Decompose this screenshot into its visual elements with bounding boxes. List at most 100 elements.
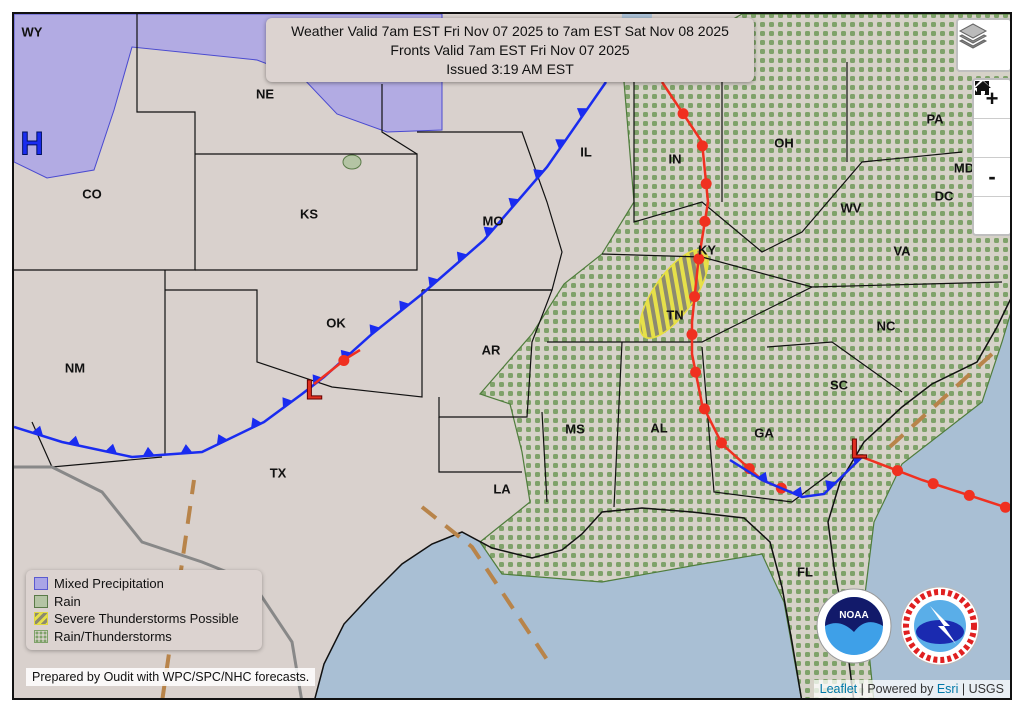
- cold-front-triangle: [428, 276, 439, 288]
- fullscreen-icon: [975, 81, 989, 95]
- warm-front-semicircle: [715, 437, 727, 449]
- state-label-al: AL: [650, 420, 668, 436]
- cold-front-triangle: [68, 435, 80, 446]
- legend-label: Rain: [54, 593, 81, 609]
- legend-swatch: [34, 594, 48, 608]
- state-label-sc: SC: [829, 377, 849, 393]
- cold-front-triangle: [142, 446, 155, 457]
- cold-front-triangle: [180, 444, 193, 454]
- state-label-ar: AR: [481, 342, 501, 358]
- warm-front-semicircle: [927, 478, 939, 490]
- forecast-title-box: Weather Valid 7am EST Fri Nov 07 2025 to…: [266, 18, 754, 82]
- attribution-text: | Powered by: [857, 682, 937, 696]
- state-label-wv: WV: [840, 200, 862, 216]
- state-label-ky: KY: [697, 242, 717, 258]
- state-label-la: LA: [493, 481, 511, 497]
- warm-front-semicircle: [700, 178, 712, 190]
- warm-front-semicircle: [693, 253, 705, 265]
- state-label-in: IN: [668, 151, 682, 167]
- state-label-mo: MO: [482, 213, 504, 229]
- cold-front-triangle: [31, 425, 44, 437]
- state-label-md: MD: [953, 160, 975, 176]
- warm-front-semicircle: [690, 366, 702, 378]
- leaflet-link[interactable]: Leaflet: [819, 682, 858, 696]
- state-label-oh: OH: [774, 135, 794, 151]
- layers-button[interactable]: [956, 18, 1010, 72]
- cold-front-triangle: [533, 169, 545, 180]
- state-label-nc: NC: [876, 318, 896, 334]
- warm-front-semicircle: [677, 108, 689, 120]
- state-label-va: VA: [893, 243, 911, 259]
- state-label-ok: OK: [326, 315, 346, 331]
- state-label-pa: PA: [926, 111, 944, 127]
- weather-map[interactable]: WY NE CO KS MO IL IN OH PA MD DC WV VA K…: [12, 12, 1012, 700]
- warm-front-semicircle: [891, 465, 903, 477]
- cold-front-triangle: [825, 480, 836, 491]
- legend-item: Rain/Thunderstorms: [34, 628, 254, 646]
- state-label-co: CO: [82, 186, 102, 202]
- warm-front-semicircle: [999, 501, 1010, 513]
- state-label-tn: TN: [666, 307, 684, 323]
- warm-front-semicircle: [699, 215, 711, 227]
- legend-swatch: [34, 629, 48, 643]
- legend-label: Rain/Thunderstorms: [54, 628, 172, 644]
- prepared-by-note: Prepared by Oudit with WPC/SPC/NHC forec…: [26, 668, 316, 686]
- map-attribution: Leaflet | Powered by Esri | USGS: [813, 680, 1010, 698]
- weather-valid-text: Weather Valid 7am EST Fri Nov 07 2025 to…: [291, 23, 729, 39]
- legend-item: Mixed Precipitation: [34, 575, 254, 593]
- home-button[interactable]: [974, 81, 1010, 158]
- cold-front-triangle: [555, 139, 567, 150]
- troughs: [160, 352, 994, 698]
- cold-front-triangle: [791, 486, 803, 498]
- nws-logo: [900, 586, 980, 666]
- cold-front-triangle: [508, 197, 520, 209]
- state-label-il: IL: [580, 144, 592, 160]
- esri-link[interactable]: Esri: [936, 682, 959, 696]
- severe-thunderstorms-area: [639, 249, 709, 339]
- state-label-dc: DC: [934, 188, 954, 204]
- issued-text: Issued 3:19 AM EST: [446, 61, 574, 77]
- cold-front-triangle: [216, 434, 228, 445]
- legend-item: Severe Thunderstorms Possible: [34, 610, 254, 628]
- fullscreen-button[interactable]: [974, 81, 1010, 235]
- high-pressure-marker: H: [20, 125, 44, 162]
- legend-label: Severe Thunderstorms Possible: [54, 611, 239, 627]
- rain-area: [342, 154, 362, 170]
- cold-front-triangle: [756, 471, 768, 483]
- cold-front-triangle: [282, 397, 293, 409]
- warm-front-atlantic: [861, 455, 1010, 511]
- state-label-fl: FL: [797, 564, 813, 580]
- legend-swatch: [34, 577, 48, 591]
- cold-front-triangle: [369, 324, 380, 336]
- cold-front-triangle: [576, 108, 588, 119]
- warm-front-semicircle: [698, 403, 710, 415]
- layers-icon: [958, 23, 988, 49]
- warm-front-semicircle: [338, 354, 350, 366]
- cold-front-triangle: [105, 443, 117, 454]
- state-label-wy: WY: [21, 24, 43, 40]
- cold-front-southeast: [729, 456, 863, 499]
- state-label-tx: TX: [269, 465, 287, 481]
- warm-front-semicircle: [696, 140, 708, 152]
- legend-item: Rain: [34, 593, 254, 611]
- cold-front-triangle: [399, 300, 410, 312]
- warm-front-semicircle: [963, 489, 975, 501]
- legend-swatch: [34, 612, 48, 626]
- low-pressure-marker: L: [305, 374, 323, 406]
- rain-thunderstorms-area: [478, 14, 1010, 698]
- state-label-ks: KS: [299, 206, 319, 222]
- fronts: [14, 81, 1010, 513]
- cold-front-triangle: [483, 226, 495, 238]
- warm-front-semicircle: [689, 291, 701, 303]
- attribution-text: | USGS: [958, 682, 1004, 696]
- state-label-ne: NE: [255, 86, 275, 102]
- map-controls: + -: [972, 78, 1010, 236]
- cold-front-triangle: [456, 251, 468, 263]
- warm-front-semicircle: [686, 328, 698, 340]
- state-label-nm: NM: [64, 360, 86, 376]
- border-mexico: [14, 465, 303, 698]
- legend: Mixed Precipitation Rain Severe Thunders…: [26, 570, 262, 650]
- legend-label: Mixed Precipitation: [54, 576, 164, 592]
- low-pressure-marker: L: [850, 433, 868, 465]
- zoom-out-button[interactable]: -: [974, 158, 1010, 197]
